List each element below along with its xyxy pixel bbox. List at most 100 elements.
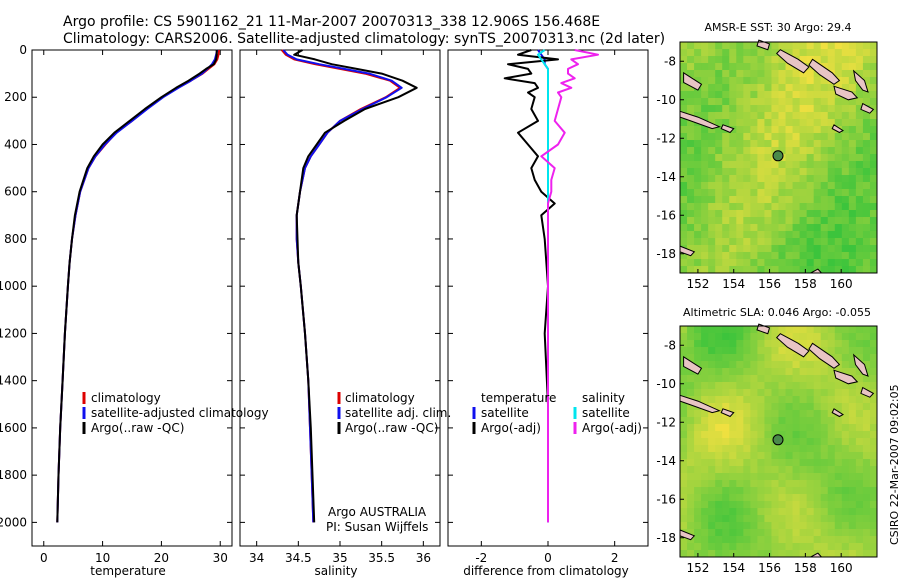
map-cell: [855, 543, 864, 551]
map-cell: [757, 168, 765, 176]
map-cell: [834, 417, 843, 425]
lon-tick-label: 158: [794, 277, 817, 291]
map-cell: [771, 259, 779, 267]
map-cell: [771, 91, 779, 99]
map-cell: [708, 424, 716, 432]
map-cell: [764, 224, 772, 232]
map-cell: [722, 445, 730, 453]
map-cell: [820, 259, 829, 267]
map-cell: [715, 550, 723, 558]
map-cell: [820, 49, 829, 57]
map-cell: [680, 543, 688, 551]
map-cell: [757, 245, 765, 253]
map-cell: [743, 333, 751, 341]
map-cell: [778, 238, 786, 246]
map-cell: [771, 382, 779, 390]
map-cell: [806, 49, 815, 57]
map-cell: [736, 466, 744, 474]
map-cell: [841, 424, 850, 432]
island-coastline: [720, 124, 735, 134]
map-cell: [862, 333, 871, 341]
map-cell: [799, 154, 808, 162]
map-cell: [743, 417, 751, 425]
map-cell: [778, 98, 786, 106]
map-cell: [743, 361, 751, 369]
map-cell: [827, 196, 836, 204]
map-cell: [722, 210, 730, 218]
map-cell: [764, 508, 772, 516]
map-cell: [848, 147, 857, 155]
map-cell: [855, 98, 864, 106]
map-cell: [806, 56, 815, 64]
map-cell: [785, 175, 793, 183]
map-cell: [771, 182, 779, 190]
map-cell: [813, 361, 822, 369]
difference-x-ticks: -2 0 2: [475, 50, 618, 565]
map-cell: [687, 438, 695, 446]
map-cell: [757, 161, 765, 169]
map-cell: [771, 224, 779, 232]
map-cell: [743, 494, 751, 502]
map-cell: [869, 133, 878, 141]
map-cell: [813, 536, 822, 544]
sst-map-panel: AMSR-E SST: 30 Argo: 29.4 152 154 156 158 16…: [656, 21, 878, 291]
map-cell: [680, 375, 688, 383]
map-cell: [757, 515, 765, 523]
map-cell: [743, 410, 751, 418]
map-cell: [778, 515, 786, 523]
map-cell: [792, 119, 801, 127]
map-cell: [813, 259, 822, 267]
map-cell: [855, 487, 864, 495]
map-cell: [729, 340, 737, 348]
map-cell: [869, 147, 878, 155]
map-cell: [848, 161, 857, 169]
map-cell: [855, 410, 864, 418]
map-cell: [729, 536, 737, 544]
map-cell: [764, 63, 772, 71]
map-cell: [848, 445, 857, 453]
map-cell: [855, 389, 864, 397]
map-cell: [736, 154, 744, 162]
map-cell: [855, 168, 864, 176]
map-cell: [855, 522, 864, 530]
map-cell: [820, 382, 829, 390]
map-cell: [764, 333, 772, 341]
map-cell: [687, 445, 695, 453]
map-cell: [792, 529, 801, 537]
map-cell: [708, 91, 716, 99]
map-cell: [750, 252, 758, 260]
map-cell: [862, 515, 871, 523]
map-cell: [834, 224, 843, 232]
map-cell: [708, 84, 716, 92]
map-cell: [743, 473, 751, 481]
map-cell: [680, 161, 688, 169]
map-cell: [743, 368, 751, 376]
difference-series: [503, 49, 599, 523]
map-cell: [862, 119, 871, 127]
map-cell: [848, 266, 857, 274]
map-cell: [806, 133, 815, 141]
map-cell: [764, 133, 772, 141]
map-cell: [820, 91, 829, 99]
map-cell: [722, 529, 730, 537]
map-cell: [869, 480, 878, 488]
map-cell: [778, 501, 786, 509]
map-cell: [750, 333, 758, 341]
map-cell: [862, 154, 871, 162]
map-cell: [729, 522, 737, 530]
map-cell: [827, 480, 836, 488]
map-cell: [778, 326, 786, 334]
map-cell: [855, 112, 864, 120]
map-cell: [813, 252, 822, 260]
map-cell: [694, 252, 702, 260]
map-cell: [771, 452, 779, 460]
map-cell: [848, 133, 857, 141]
map-cell: [757, 49, 765, 57]
map-cell: [757, 361, 765, 369]
map-cell: [722, 49, 730, 57]
map-cell: [687, 140, 695, 148]
map-cell: [799, 252, 808, 260]
map-cell: [757, 403, 765, 411]
map-cell: [687, 452, 695, 460]
map-cell: [736, 224, 744, 232]
